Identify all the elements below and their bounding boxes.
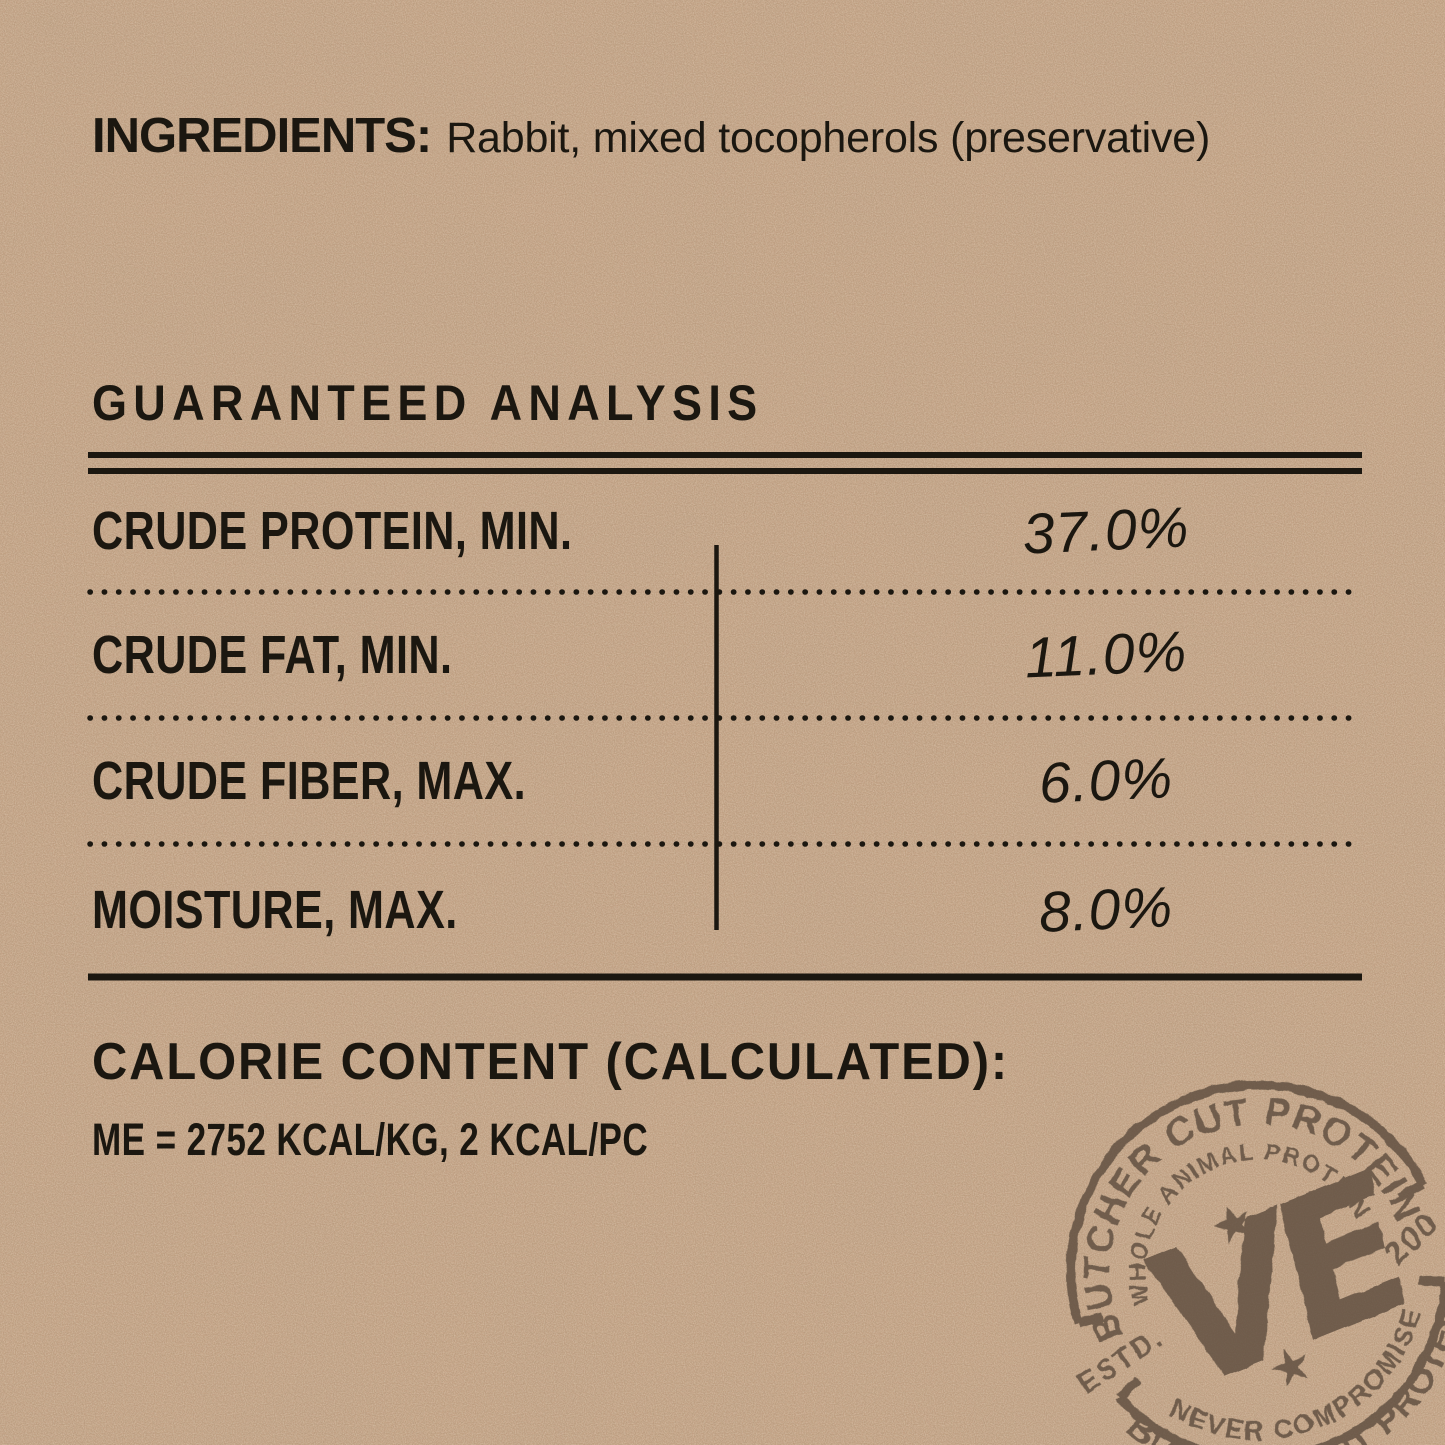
row-value-crude-fiber: 6.0% [1037,746,1175,816]
stamp-outer-top-text: BUTCHER CUT PROTEIN [1022,1036,1430,1349]
ve-monogram: VE [1133,1131,1416,1440]
star-icon: ★ [1260,1332,1323,1401]
row-label-moisture: MOISTURE, MAX. [92,880,458,940]
row-label-crude-fiber: CRUDE FIBER, MAX. [92,751,527,811]
calorie-content-title: CALORIE CONTENT (CALCULATED): [92,1033,1010,1091]
table-row: CRUDE FAT, MIN. 11.0% [0,619,1445,690]
stamp-inner-bottom-text: NEVER COMPROMISE [1157,1295,1445,1445]
ingredients-label: INGREDIENTS: [92,109,432,163]
star-icon: ★ [1202,1189,1265,1258]
ve-brand-stamp: BUTCHER CUT PROTEIN WHOLE ANIMAL PROTEIN… [1022,1036,1445,1445]
guaranteed-analysis-title: GUARANTEED ANALYSIS [92,375,764,431]
row-value-crude-protein: 37.0% [1021,495,1191,567]
stamp-estd-label: ESTD. [1072,1322,1169,1401]
table-row: CRUDE FIBER, MAX. 6.0% [0,746,1445,816]
calorie-content-value: ME = 2752 KCAL/KG, 2 KCAL/PC [92,1114,649,1165]
stamp-outer-bottom-text: BUTCHER CUT PROTEIN [1111,1275,1445,1445]
row-value-moisture: 8.0% [1037,875,1175,945]
ingredients-line: INGREDIENTS: Rabbit, mixed tocopherols (… [92,108,1210,164]
table-row: MOISTURE, MAX. 8.0% [0,875,1445,945]
stamp-year-text: 200 [1377,1204,1445,1272]
row-value-crude-fat: 11.0% [1023,619,1189,691]
svg-text:VE: VE [1133,1131,1416,1440]
table-row: CRUDE PROTEIN, MIN. 37.0% [0,495,1445,566]
row-label-crude-protein: CRUDE PROTEIN, MIN. [92,501,573,561]
stamp-outer-ring [1066,1080,1445,1445]
row-label-crude-fat: CRUDE FAT, MIN. [92,625,453,685]
stamp-inner-top-text: WHOLE ANIMAL PROTEIN [1085,1098,1378,1313]
ingredients-text: Rabbit, mixed tocopherols (preservative) [446,114,1211,162]
